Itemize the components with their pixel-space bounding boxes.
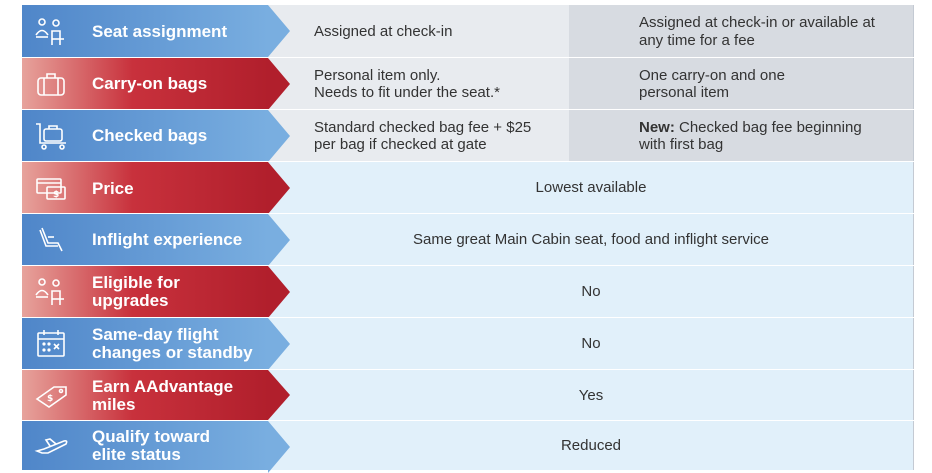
- cell-text: Assigned at check-in or available at any…: [639, 14, 875, 49]
- cell-text: No: [581, 335, 601, 353]
- ticket-price-icon: $: [34, 173, 70, 203]
- row-label-line2: upgrades: [92, 291, 169, 310]
- row-label-line2: changes or standby: [92, 343, 253, 362]
- row-label-price: $ Price: [22, 162, 290, 214]
- new-label: New:: [639, 118, 675, 136]
- cell-text-line2: Needs to fit under the seat.*: [314, 84, 500, 101]
- svg-text:$: $: [53, 190, 59, 200]
- row-price: $ Price Lowest available: [22, 162, 914, 214]
- row-label-checked-bags: Checked bags: [22, 110, 290, 162]
- row-label-carry-on-bags: Carry-on bags: [22, 58, 290, 110]
- basic-economy-cell: Personal item only. Needs to fit under t…: [268, 58, 569, 110]
- cell-text: Lowest available: [535, 179, 647, 197]
- svg-text:$: $: [47, 394, 53, 404]
- shared-cell: Same great Main Cabin seat, food and inf…: [268, 214, 914, 266]
- row-eligible-for-upgrades: Eligible for upgrades No: [22, 266, 914, 318]
- cell-text: Reduced: [560, 436, 622, 454]
- row-label-earn-miles: $ Earn AAdvantage miles: [22, 370, 290, 421]
- cell-text-line1: Checked bag fee beginning: [674, 118, 862, 136]
- main-cabin-cell: New: Checked bag fee beginning with firs…: [569, 110, 914, 162]
- shared-cell: Yes: [268, 370, 914, 421]
- row-label-text: Carry-on bags: [92, 74, 208, 93]
- row-label-text: Seat assignment: [92, 21, 228, 41]
- shared-cell: Reduced: [268, 421, 914, 470]
- row-label-text: Price: [92, 179, 134, 198]
- cell-text-line1: Personal item only.: [314, 66, 441, 84]
- row-carry-on-bags: Carry-on bags Personal item only. Needs …: [22, 58, 914, 110]
- luggage-cart-icon: [34, 121, 70, 151]
- cell-text-line2: personal item: [639, 84, 730, 101]
- reclining-seat-icon: [34, 225, 70, 255]
- cell-text-line1: One carry-on and one: [639, 66, 785, 84]
- row-checked-bags: Checked bags Standard checked bag fee + …: [22, 110, 914, 162]
- miles-tag-icon: $: [34, 381, 70, 411]
- cell-text: No: [581, 283, 601, 301]
- row-label-line2: elite status: [92, 444, 181, 464]
- row-label-line1: Qualify toward: [92, 426, 211, 446]
- row-label-line1: Eligible for: [92, 273, 180, 292]
- row-label-upgrades: Eligible for upgrades: [22, 266, 290, 318]
- cell-text: Yes: [578, 386, 604, 404]
- row-label-same-day-changes: Same-day flight changes or standby: [22, 318, 290, 370]
- row-earn-miles: $ Earn AAdvantage miles Yes: [22, 370, 914, 421]
- cell-text-line2: per bag if checked at gate: [314, 136, 487, 153]
- row-label-text: Checked bags: [92, 126, 208, 145]
- row-label-inflight-experience: Inflight experience: [22, 214, 290, 266]
- row-same-day-changes: Same-day flight changes or standby No: [22, 318, 914, 370]
- row-label-line1: Same-day flight: [92, 325, 219, 344]
- row-label-text: Inflight experience: [92, 230, 243, 249]
- basic-economy-cell: Standard checked bag fee + $25 per bag i…: [268, 110, 569, 162]
- row-label-seat-assignment: Seat assignment: [22, 5, 290, 58]
- shared-cell: Lowest available: [268, 162, 914, 214]
- main-cabin-cell: Assigned at check-in or available at any…: [569, 5, 914, 58]
- carry-on-bag-icon: [34, 69, 70, 99]
- cell-text: Same great Main Cabin seat, food and inf…: [412, 231, 770, 249]
- basic-economy-cell: Assigned at check-in: [268, 5, 569, 58]
- upgrade-people-icon: [34, 277, 70, 307]
- row-label-line1: Earn AAdvantage: [92, 376, 234, 396]
- row-inflight-experience: Inflight experience Same great Main Cabi…: [22, 214, 914, 266]
- main-cabin-cell: One carry-on and one personal item: [569, 58, 914, 110]
- seat-selection-icon: [34, 17, 70, 47]
- cell-text-line1: Standard checked bag fee + $25: [314, 118, 532, 136]
- airplane-takeoff-icon: [34, 431, 70, 461]
- cell-text-line2: with first bag: [639, 136, 724, 153]
- shared-cell: No: [268, 318, 914, 370]
- calendar-icon: [34, 329, 70, 359]
- row-seat-assignment: Seat assignment Assigned at check-in Ass…: [22, 5, 914, 58]
- row-elite-status: Qualify toward elite status Reduced: [22, 421, 914, 473]
- cell-text: Assigned at check-in: [314, 22, 453, 40]
- row-label-elite-status: Qualify toward elite status: [22, 421, 290, 473]
- row-label-line2: miles: [92, 394, 136, 414]
- shared-cell: No: [268, 266, 914, 318]
